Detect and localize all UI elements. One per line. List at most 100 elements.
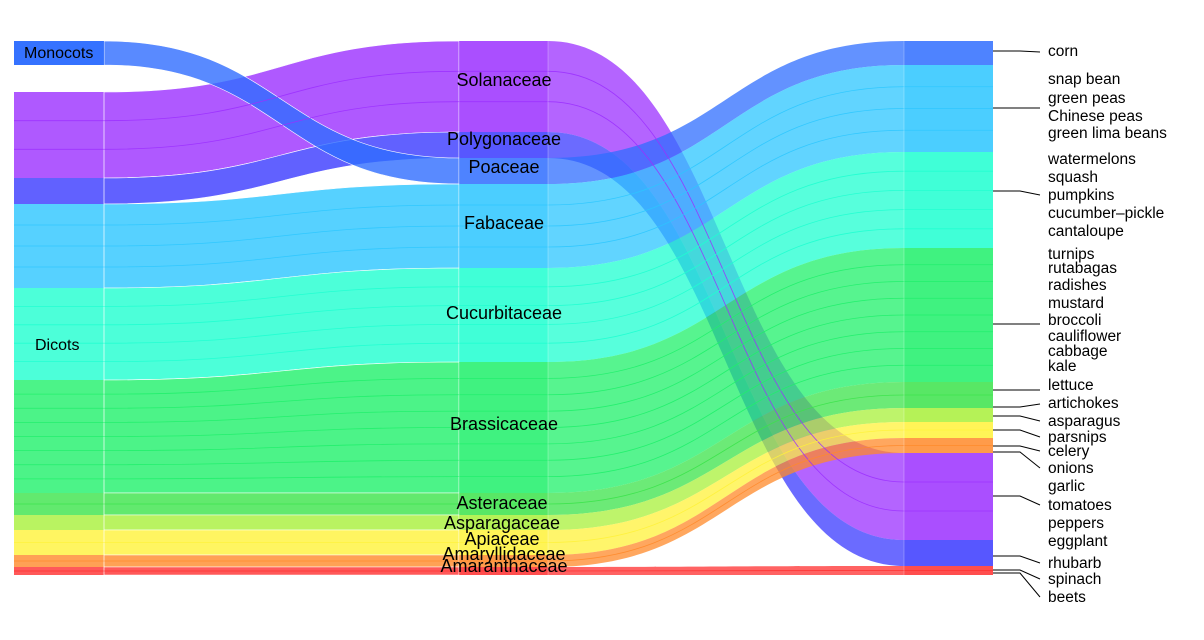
- class-labels: Monocots Dicots: [14, 41, 104, 354]
- flow-crops-asteraceae: [548, 382, 904, 515]
- crop-stratum-solanaceae: [904, 453, 993, 540]
- family-stratum-cucurbitaceae: [459, 268, 548, 362]
- family-label-asparagaceae: Asparagaceae: [444, 513, 560, 533]
- crop-leader-line: [993, 495, 1041, 506]
- family-labels: Solanaceae Polygonaceae Poaceae Fabaceae…: [440, 70, 567, 576]
- crop-divider-cucurbitaceae: [14, 228, 993, 362]
- crop-label: squash: [1048, 169, 1098, 186]
- family-label-brassicaceae: Brassicaceae: [450, 414, 558, 434]
- family-stratum-asparagaceae: [459, 515, 548, 530]
- crop-label: Chinese peas: [1048, 108, 1143, 125]
- stratum-dividers: [14, 41, 993, 575]
- crop-leader-line: [993, 445, 1041, 452]
- flow-crops-apiaceae: [548, 422, 904, 555]
- monocots-label: Monocots: [24, 45, 93, 62]
- family-label-apiaceae: Apiaceae: [464, 529, 539, 549]
- crop-divider-brassicaceae: [14, 331, 993, 452]
- crop-label: parsnips: [1048, 429, 1107, 446]
- crop-label: watermelons: [1047, 151, 1136, 168]
- family-stratum-polygonaceae: [459, 132, 548, 158]
- crop-label: cantaloupe: [1048, 223, 1124, 240]
- crop-leader-line: [993, 403, 1041, 408]
- crop-stratum-asparagaceae: [904, 408, 993, 422]
- flow-crops-fabaceae: [548, 65, 904, 268]
- crop-divider-brassicaceae: [14, 281, 993, 409]
- class-stratum-solanaceae: [14, 92, 104, 178]
- crop-leader-line: [993, 572, 1041, 598]
- crop-leader-line: [993, 415, 1041, 422]
- family-label-cucurbitaceae: Cucurbitaceae: [446, 303, 562, 323]
- crop-leader-line: [993, 50, 1041, 53]
- crop-divider-fabaceae: [14, 129, 993, 268]
- crop-divider-fabaceae: [14, 86, 993, 226]
- crop-divider-solanaceae: [14, 70, 993, 483]
- crop-label: snap bean: [1048, 71, 1120, 88]
- flow-crops-asparagaceae: [548, 408, 904, 530]
- class-stratum-polygonaceae: [14, 178, 104, 204]
- crop-label: cabbage: [1048, 343, 1107, 360]
- crop-leader-line: [993, 555, 1041, 564]
- family-label-fabaceae: Fabaceae: [464, 213, 544, 233]
- crop-stratum-polygonaceae: [904, 540, 993, 566]
- crop-label: radishes: [1048, 277, 1107, 294]
- crop-label: broccoli: [1048, 312, 1101, 329]
- crop-label: asparagus: [1048, 413, 1121, 430]
- crop-label: pumpkins: [1048, 187, 1115, 204]
- monocots-stratum: [14, 41, 104, 65]
- crop-label: kale: [1048, 358, 1076, 375]
- crop-label: cauliflower: [1048, 328, 1121, 345]
- crop-label: green lima beans: [1048, 125, 1167, 142]
- crop-divider-brassicaceae: [14, 348, 993, 466]
- family-to-crop-flows: [548, 41, 993, 575]
- family-label-solanaceae: Solanaceae: [456, 70, 551, 90]
- crop-divider-brassicaceae: [14, 297, 993, 423]
- crop-leader-line: [993, 569, 1041, 580]
- crop-stratum-cucurbitaceae: [904, 152, 993, 248]
- family-label-amaranthaceae: Amaranthaceae: [440, 556, 567, 576]
- crop-divider-cucurbitaceae: [14, 209, 993, 344]
- family-label-poaceae: Poaceae: [468, 157, 539, 177]
- crop-leader-line: [993, 190, 1041, 196]
- crop-divider-cucurbitaceae: [14, 190, 993, 326]
- crop-stratum-poaceae: [904, 41, 993, 65]
- crop-label: peppers: [1048, 515, 1104, 532]
- family-label-asteraceae: Asteraceae: [456, 493, 547, 513]
- crop-divider-brassicaceae: [14, 364, 993, 480]
- family-label-amaryllidaceae: Amaryllidaceae: [442, 544, 565, 564]
- class-stratum-asparagaceae: [14, 515, 104, 530]
- family-stratum-poaceae: [459, 158, 548, 184]
- crop-label: lettuce: [1048, 377, 1094, 394]
- crop-divider-cucurbitaceae: [14, 170, 993, 307]
- flow-crops-amaryllidaceae: [548, 438, 904, 567]
- crop-label: rhubarb: [1048, 555, 1101, 572]
- crop-label: garlic: [1048, 478, 1085, 495]
- crop-label: green peas: [1048, 90, 1126, 107]
- crop-divider-amaryllidaceae: [14, 445, 993, 562]
- flow-crops-cucurbitaceae: [548, 152, 904, 362]
- crop-divider-asteraceae: [14, 394, 993, 505]
- crop-divider-solanaceae: [14, 101, 993, 512]
- crop-label: beets: [1048, 589, 1086, 606]
- crop-divider-brassicaceae: [14, 264, 993, 395]
- crop-label: corn: [1048, 43, 1078, 60]
- crop-label: turnips: [1048, 246, 1095, 263]
- crop-divider-amaranthaceae: [14, 570, 993, 572]
- crop-label: eggplant: [1048, 533, 1108, 550]
- crop-label: cucumber–pickle: [1048, 205, 1164, 222]
- crop-divider-fabaceae: [14, 108, 993, 247]
- crop-leader-line: [993, 429, 1041, 438]
- crop-divider-apiaceae: [14, 429, 993, 543]
- crop-label: rutabagas: [1048, 260, 1117, 277]
- flow-class-asparagaceae: [103, 514, 460, 531]
- family-label-polygonaceae: Polygonaceae: [447, 129, 561, 149]
- flow-class-brassicaceae: [103, 361, 460, 494]
- crop-label: celery: [1048, 443, 1090, 460]
- class-to-family-flows: [14, 40, 548, 576]
- crop-label: spinach: [1048, 571, 1101, 588]
- crop-leader-line: [993, 451, 1041, 469]
- flow-crops-poaceae: [548, 41, 904, 184]
- crop-label: artichokes: [1048, 395, 1119, 412]
- crop-label: onions: [1048, 460, 1094, 477]
- dicots-label: Dicots: [35, 337, 79, 354]
